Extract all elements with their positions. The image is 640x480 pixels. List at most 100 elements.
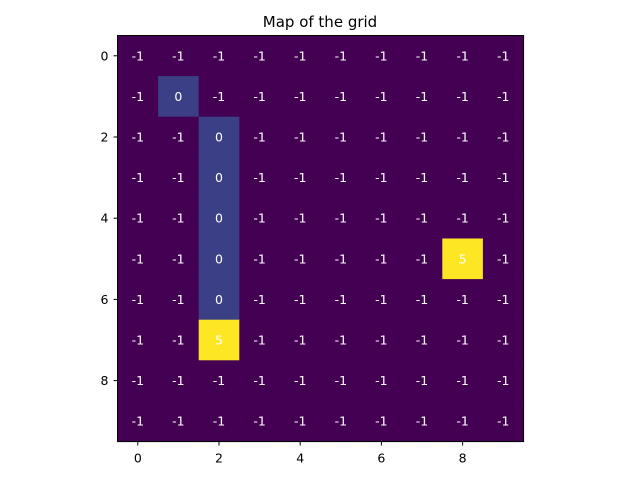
cell-value-label: -1 [456, 89, 468, 104]
cell-value-label: -1 [294, 333, 306, 348]
heatmap-cell [198, 116, 240, 158]
heatmap-cell [482, 35, 525, 77]
cell-value-label: -1 [294, 130, 306, 145]
cell-value-label: -1 [375, 170, 387, 185]
cell-value-label: -1 [335, 251, 347, 266]
cell-value-label: -1 [456, 211, 468, 226]
heatmap-cell [401, 116, 443, 158]
cell-value-label: -1 [497, 251, 509, 266]
cell-value-label: -1 [253, 211, 265, 226]
heatmap-cell [158, 238, 200, 280]
cell-value-label: -1 [172, 292, 184, 307]
cell-value-label: -1 [416, 211, 428, 226]
cell-value-label: -1 [497, 170, 509, 185]
heatmap-cell [320, 157, 362, 199]
cell-value-label: -1 [132, 48, 144, 63]
cell-value-label: -1 [213, 48, 225, 63]
heatmap-cell [239, 76, 281, 118]
cell-value-label: -1 [456, 48, 468, 63]
cell-value-label: -1 [172, 414, 184, 429]
cell-value-label: -1 [416, 414, 428, 429]
cell-value-label: -1 [335, 333, 347, 348]
heatmap-cell [320, 35, 362, 77]
cell-value-label: -1 [132, 170, 144, 185]
cell-value-label: -1 [375, 251, 387, 266]
cell-value-label: -1 [253, 89, 265, 104]
heatmap-cell [239, 319, 281, 361]
heatmap-cell [279, 157, 322, 199]
cell-value-label: -1 [335, 89, 347, 104]
heatmap-cell [361, 197, 403, 240]
cell-value-label: -1 [132, 251, 144, 266]
cell-value-label: -1 [416, 48, 428, 63]
cell-value-label: -1 [213, 373, 225, 388]
heatmap-cell [442, 319, 484, 361]
heatmap-cell [442, 35, 484, 77]
heatmap-cell [401, 360, 443, 402]
heatmap-cell [279, 360, 322, 402]
heatmap-cell [401, 76, 443, 118]
cell-value-label: -1 [213, 89, 225, 104]
heatmap-cell [320, 76, 362, 118]
heatmap-cell [442, 157, 484, 199]
cell-value-label: -1 [416, 251, 428, 266]
heatmap-cell [198, 319, 240, 361]
heatmap-cell [361, 279, 403, 321]
y-tick-label: 0 [101, 48, 109, 63]
heatmap-cell [482, 238, 525, 280]
heatmap-cell [279, 279, 322, 321]
cell-value-label: -1 [253, 48, 265, 63]
cell-value-label: -1 [294, 414, 306, 429]
heatmap-cell [482, 116, 525, 158]
heatmap-cell [158, 400, 200, 443]
cell-value-label: -1 [375, 333, 387, 348]
heatmap-cell [482, 400, 525, 443]
cell-value-label: -1 [253, 292, 265, 307]
cell-value-label: -1 [253, 414, 265, 429]
cell-value-label: -1 [132, 292, 144, 307]
heatmap-cell [279, 76, 322, 118]
cell-value-label: -1 [456, 292, 468, 307]
heatmap-cell [158, 197, 200, 240]
cell-value-label: -1 [375, 373, 387, 388]
heatmap-cell [401, 279, 443, 321]
cell-value-label: -1 [416, 89, 428, 104]
x-tick-label: 8 [459, 451, 467, 466]
cell-value-label: -1 [416, 292, 428, 307]
heatmap-cell [239, 400, 281, 443]
heatmap-cell [279, 319, 322, 361]
cell-value-label: -1 [375, 130, 387, 145]
cell-value-label: -1 [172, 251, 184, 266]
heatmap-cell [361, 238, 403, 280]
heatmap-cell [117, 197, 159, 240]
cell-value-label: -1 [456, 333, 468, 348]
cell-value-label: -1 [132, 333, 144, 348]
heatmap-cell [482, 319, 525, 361]
cell-value-label: -1 [172, 170, 184, 185]
cell-value-label: -1 [253, 130, 265, 145]
y-tick-label: 8 [101, 373, 109, 388]
cell-value-label: -1 [497, 211, 509, 226]
heatmap-cell [320, 400, 362, 443]
cell-value-label: -1 [335, 48, 347, 63]
cell-value-label: -1 [416, 130, 428, 145]
heatmap-cell [482, 279, 525, 321]
heatmap-cell [117, 35, 159, 77]
cell-value-label: -1 [253, 251, 265, 266]
cell-value-label: -1 [294, 48, 306, 63]
cell-value-label: -1 [294, 170, 306, 185]
cell-value-label: -1 [172, 333, 184, 348]
cell-value-label: -1 [416, 373, 428, 388]
x-tick-label: 2 [215, 451, 223, 466]
cell-value-label: -1 [497, 333, 509, 348]
heatmap-cell [117, 116, 159, 158]
cell-value-label: -1 [456, 130, 468, 145]
cell-value-label: -1 [335, 170, 347, 185]
heatmap-cell [320, 238, 362, 280]
cell-value-label: -1 [416, 333, 428, 348]
heatmap-cell [482, 157, 525, 199]
x-tick-label: 0 [134, 451, 142, 466]
cell-value-label: -1 [375, 211, 387, 226]
cell-value-label: -1 [172, 373, 184, 388]
cell-value-label: -1 [375, 292, 387, 307]
